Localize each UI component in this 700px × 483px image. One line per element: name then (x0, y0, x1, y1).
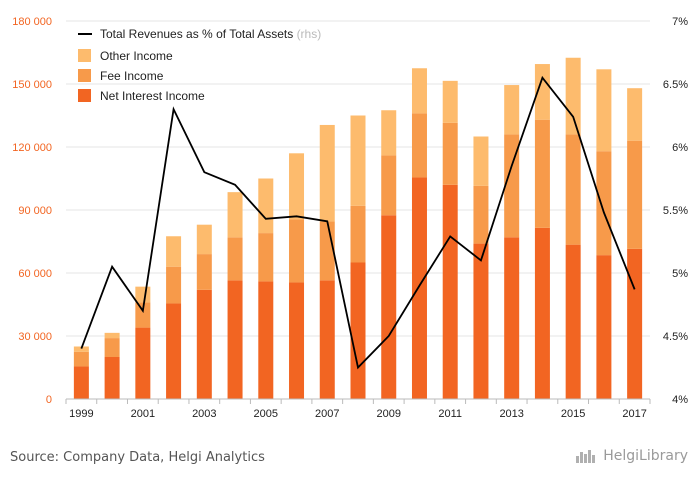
y-left-tick-label: 120 000 (12, 142, 52, 154)
x-tick-label: 2005 (254, 408, 278, 420)
x-tick-label: 2007 (315, 408, 339, 420)
bar-segment (627, 140, 643, 249)
bar-segment (166, 266, 182, 304)
bar-segment (534, 64, 550, 120)
helgi-library-logo[interactable]: HelgiLibrary (575, 448, 688, 464)
y-right-tick-label: 4% (672, 394, 688, 406)
bar-segment (411, 68, 427, 114)
legend-label: Total Revenues as % of Total Assets (rhs… (100, 27, 321, 41)
bar-segment (627, 88, 643, 141)
bar-segment (350, 262, 366, 399)
bar-segment (227, 192, 243, 238)
bar-segment (534, 119, 550, 228)
bar-segment (227, 237, 243, 281)
bar-segment (411, 177, 427, 399)
x-tick-label: 2009 (376, 408, 400, 420)
bar-segment (73, 351, 89, 367)
bar-segment (350, 205, 366, 263)
y-left-tick-label: 180 000 (12, 16, 52, 28)
bar-segment (289, 219, 305, 283)
x-tick-label: 2013 (499, 408, 523, 420)
bar-segment (135, 302, 151, 328)
bar-segment (442, 122, 458, 185)
bar-segment (411, 113, 427, 178)
bar-segment (381, 215, 397, 399)
y-left-tick-label: 30 000 (18, 331, 52, 343)
x-tick-label: 2003 (192, 408, 216, 420)
bar-segment (473, 136, 489, 186)
y-left-tick-label: 150 000 (12, 79, 52, 91)
bar-segment (73, 366, 89, 399)
legend-label: Fee Income (100, 69, 164, 83)
bar-segment (319, 280, 335, 399)
legend-swatch (78, 49, 91, 62)
y-right-tick-label: 7% (672, 16, 688, 28)
bar-segment (565, 134, 581, 245)
bar-segment (227, 280, 243, 399)
bar-segment (258, 281, 274, 399)
legend-label: Other Income (100, 49, 173, 63)
bar-segment (504, 85, 520, 135)
bar-segment (196, 289, 212, 399)
x-tick-label: 1999 (69, 408, 93, 420)
x-tick-label: 2017 (622, 408, 646, 420)
bar-segment (258, 178, 274, 234)
y-right-tick-label: 4.5% (663, 331, 688, 343)
bar-segment (565, 244, 581, 399)
bar-segment (381, 155, 397, 216)
bar-segment (166, 303, 182, 399)
bar-segment (135, 327, 151, 399)
x-tick-label: 2015 (561, 408, 585, 420)
y-right-tick-label: 5% (672, 268, 688, 280)
bar-segment (258, 233, 274, 282)
bar-segment (442, 184, 458, 399)
bar-segment (442, 80, 458, 123)
bar-segment (73, 346, 89, 352)
bar-segment (596, 69, 612, 152)
bar-segment (104, 357, 120, 399)
bar-segment (319, 221, 335, 281)
bar-segment (104, 332, 120, 339)
y-right-tick-label: 6% (672, 142, 688, 154)
bar-segment (504, 134, 520, 238)
bar-segment (196, 224, 212, 255)
x-tick-label: 2001 (131, 408, 155, 420)
bar-segment (135, 286, 151, 303)
bar-segment (166, 236, 182, 267)
bar-segment (596, 255, 612, 399)
legend-rhs-note: (rhs) (297, 27, 322, 41)
bar-segment (596, 151, 612, 256)
library-icon (576, 450, 596, 463)
x-tick-label: 2011 (438, 408, 462, 420)
bar-segment (473, 185, 489, 244)
y-left-tick-label: 90 000 (18, 205, 52, 217)
logo-text: HelgiLibrary (603, 448, 688, 464)
y-right-tick-label: 6.5% (663, 79, 688, 91)
bar-segment (504, 237, 520, 399)
y-left-tick-label: 0 (46, 394, 52, 406)
bar-segment (289, 153, 305, 220)
legend-swatch (78, 89, 91, 102)
bar-segment (473, 243, 489, 399)
legend-label: Net Interest Income (100, 89, 205, 103)
y-left-tick-label: 60 000 (18, 268, 52, 280)
source-note: Source: Company Data, Helgi Analytics (10, 450, 265, 465)
bar-segment (534, 227, 550, 399)
bar-segment (319, 124, 335, 222)
y-right-tick-label: 5.5% (663, 205, 688, 217)
revenue-ratio-line (80, 75, 636, 370)
bar-segment (627, 248, 643, 399)
chart-svg: 0 30 000 60 000 90 000 120 000 150 000 180 000… (12, 16, 688, 420)
bar-segment (196, 254, 212, 290)
bar-segment (565, 57, 581, 135)
bar-segment (289, 282, 305, 399)
bar-segment (350, 115, 366, 206)
legend-swatch (78, 69, 91, 82)
bar-segment (381, 110, 397, 156)
bar-segment (104, 338, 120, 357)
